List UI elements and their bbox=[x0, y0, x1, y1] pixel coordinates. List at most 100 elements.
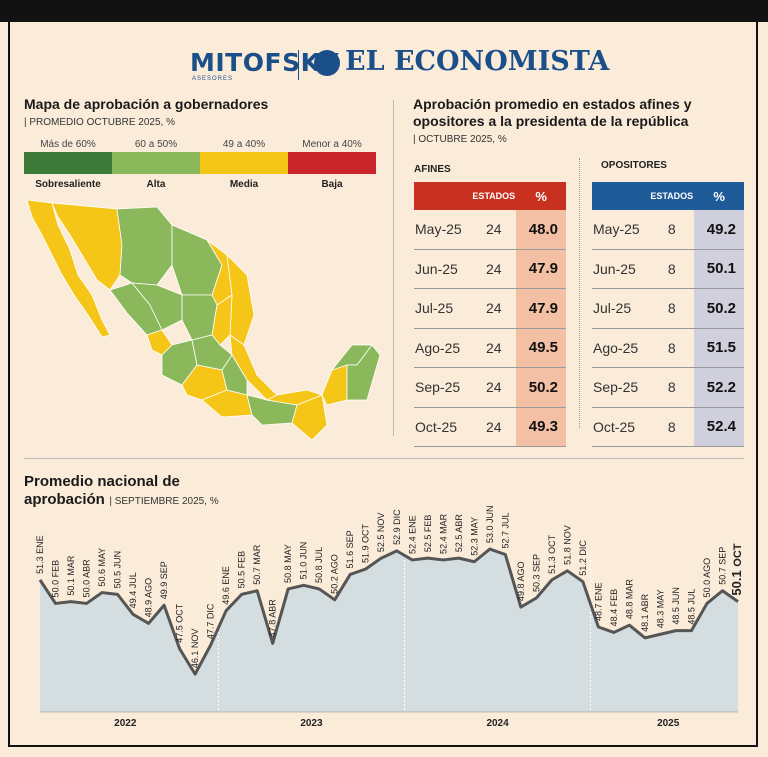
table-row: Sep-25 8 52.2 bbox=[592, 367, 744, 408]
data-label: 51.2 DIC bbox=[578, 540, 588, 576]
table-row: Ago-25 24 49.5 bbox=[414, 328, 566, 368]
data-label: 48.3 MAY bbox=[655, 589, 665, 628]
legend-swatch bbox=[200, 152, 288, 174]
table-header-row: ESTADOS% bbox=[592, 182, 744, 210]
data-label: 52.4 ENE bbox=[407, 515, 417, 554]
opositores-label: OPOSITORES bbox=[601, 160, 667, 171]
data-label: 51.6 SEP bbox=[345, 530, 355, 568]
data-label: 53.0 JUN bbox=[485, 506, 495, 544]
table-row: May-25 24 48.0 bbox=[414, 210, 566, 250]
data-label: 46.1 NOV bbox=[190, 629, 200, 669]
data-label: 50.0 ABR bbox=[82, 559, 92, 598]
pct-cell: 50.2 bbox=[694, 288, 744, 329]
year-label: 2022 bbox=[114, 718, 137, 729]
header-cell bbox=[592, 182, 650, 210]
frame bbox=[8, 22, 758, 747]
legend-range: Más de 60% bbox=[40, 139, 96, 150]
month-cell: Jul-25 bbox=[414, 288, 472, 329]
legend-label: Baja bbox=[321, 179, 343, 190]
month-cell: Jul-25 bbox=[592, 288, 650, 329]
estados-cell: 8 bbox=[649, 407, 695, 447]
map-subtitle: PROMEDIO OCTUBRE 2025, % bbox=[24, 117, 175, 128]
header-cell bbox=[414, 182, 472, 210]
header: MITOFSKY ASESORES EL ECONOMISTA bbox=[0, 30, 768, 86]
year-label: 2023 bbox=[300, 718, 323, 729]
data-label: 50.3 SEP bbox=[531, 554, 541, 592]
estados-cell: 24 bbox=[471, 288, 517, 329]
month-cell: Oct-25 bbox=[592, 407, 650, 447]
data-label: 50.2 AGO bbox=[330, 554, 340, 594]
pct-cell: 49.2 bbox=[694, 210, 744, 250]
table-row: Sep-25 24 50.2 bbox=[414, 367, 566, 408]
data-label: 49.9 SEP bbox=[159, 561, 169, 599]
legend-label: Media bbox=[229, 179, 259, 190]
map-title: Mapa de aprobación a gobernadores bbox=[24, 96, 269, 112]
legend-range: 49 a 40% bbox=[222, 139, 266, 150]
estados-cell: 8 bbox=[649, 328, 695, 368]
data-label: 52.9 DIC bbox=[392, 509, 402, 545]
mexico-map bbox=[26, 199, 381, 441]
legend-label: Alta bbox=[146, 179, 166, 190]
logo-divider bbox=[298, 50, 299, 80]
estados-cell: 8 bbox=[649, 210, 695, 250]
table-row: Oct-25 24 49.3 bbox=[414, 407, 566, 447]
data-label: 50.8 JUL bbox=[314, 547, 324, 583]
line-chart-title-line1: Promedio nacional de bbox=[24, 473, 180, 490]
data-label: 49.8 AGO bbox=[516, 562, 526, 602]
data-label: 49.4 JUL bbox=[128, 572, 138, 608]
data-label: 48.8 MAR bbox=[624, 579, 634, 620]
data-label: 48.4 FEB bbox=[609, 589, 619, 627]
month-cell: Ago-25 bbox=[414, 328, 472, 368]
data-label: 52.4 MAR bbox=[438, 513, 448, 554]
estados-cell: 24 bbox=[471, 367, 517, 408]
month-cell: Ago-25 bbox=[592, 328, 650, 368]
map-region-puebla bbox=[221, 354, 248, 396]
tables-subtitle: OCTUBRE 2025, % bbox=[413, 134, 506, 145]
month-cell: May-25 bbox=[592, 210, 650, 250]
data-label: 47.5 OCT bbox=[175, 603, 185, 643]
legend-swatch bbox=[24, 152, 112, 174]
map-region-quintana-roo bbox=[346, 344, 381, 401]
map-region-zacatecas bbox=[181, 294, 218, 341]
opositores-table: ESTADOS% May-25 8 49.2 Jun-25 8 50.1 Jul-25 8 50.… bbox=[592, 182, 744, 447]
data-label: 52.5 ABR bbox=[454, 514, 464, 553]
data-label: 49.6 ENE bbox=[221, 566, 231, 605]
month-cell: May-25 bbox=[414, 210, 472, 250]
estados-cell: 24 bbox=[471, 328, 517, 368]
pct-cell: 47.9 bbox=[516, 249, 566, 289]
map-region-baja-california bbox=[26, 199, 111, 338]
table-row: Ago-25 8 51.5 bbox=[592, 328, 744, 368]
table-row: May-25 8 49.2 bbox=[592, 210, 744, 250]
estados-cell: 24 bbox=[471, 407, 517, 447]
data-label: 51.3 ENE bbox=[35, 535, 45, 574]
header-pct: % bbox=[516, 182, 566, 210]
data-label: 50.5 JUN bbox=[113, 551, 123, 589]
estados-cell: 8 bbox=[649, 249, 695, 289]
data-label: 51.0 JUN bbox=[299, 542, 309, 580]
pct-cell: 52.2 bbox=[694, 367, 744, 408]
data-label: 50.5 FEB bbox=[237, 551, 247, 589]
estados-cell: 24 bbox=[471, 249, 517, 289]
data-label: 48.7 ENE bbox=[593, 582, 603, 621]
table-row: Oct-25 8 52.4 bbox=[592, 407, 744, 447]
data-label: 48.9 AGO bbox=[144, 578, 154, 618]
month-cell: Oct-25 bbox=[414, 407, 472, 447]
afines-label: AFINES bbox=[414, 164, 451, 175]
map-region-tabasco bbox=[265, 389, 324, 406]
legend-range: 60 a 50% bbox=[134, 139, 178, 150]
approval-line-chart: 51.3 ENE 50.0 FEB 50.1 MAR 50.0 ABR 50.6 MAY… bbox=[35, 506, 744, 729]
el-economista-icon bbox=[314, 50, 340, 76]
year-label: 2024 bbox=[486, 718, 509, 729]
legend-range: Menor a 40% bbox=[302, 139, 362, 150]
month-cell: Sep-25 bbox=[414, 367, 472, 408]
data-label: 50.6 MAY bbox=[97, 548, 107, 587]
data-label: 50.8 MAY bbox=[283, 544, 293, 583]
legend-swatch bbox=[288, 152, 376, 174]
estados-cell: 8 bbox=[649, 288, 695, 329]
data-label: 52.5 FEB bbox=[423, 515, 433, 553]
pct-cell: 50.2 bbox=[516, 367, 566, 408]
data-label: 50.1 OCT bbox=[729, 543, 744, 595]
pct-cell: 50.1 bbox=[694, 249, 744, 289]
month-cell: Sep-25 bbox=[592, 367, 650, 408]
data-label: 50.7 MAR bbox=[252, 544, 262, 585]
